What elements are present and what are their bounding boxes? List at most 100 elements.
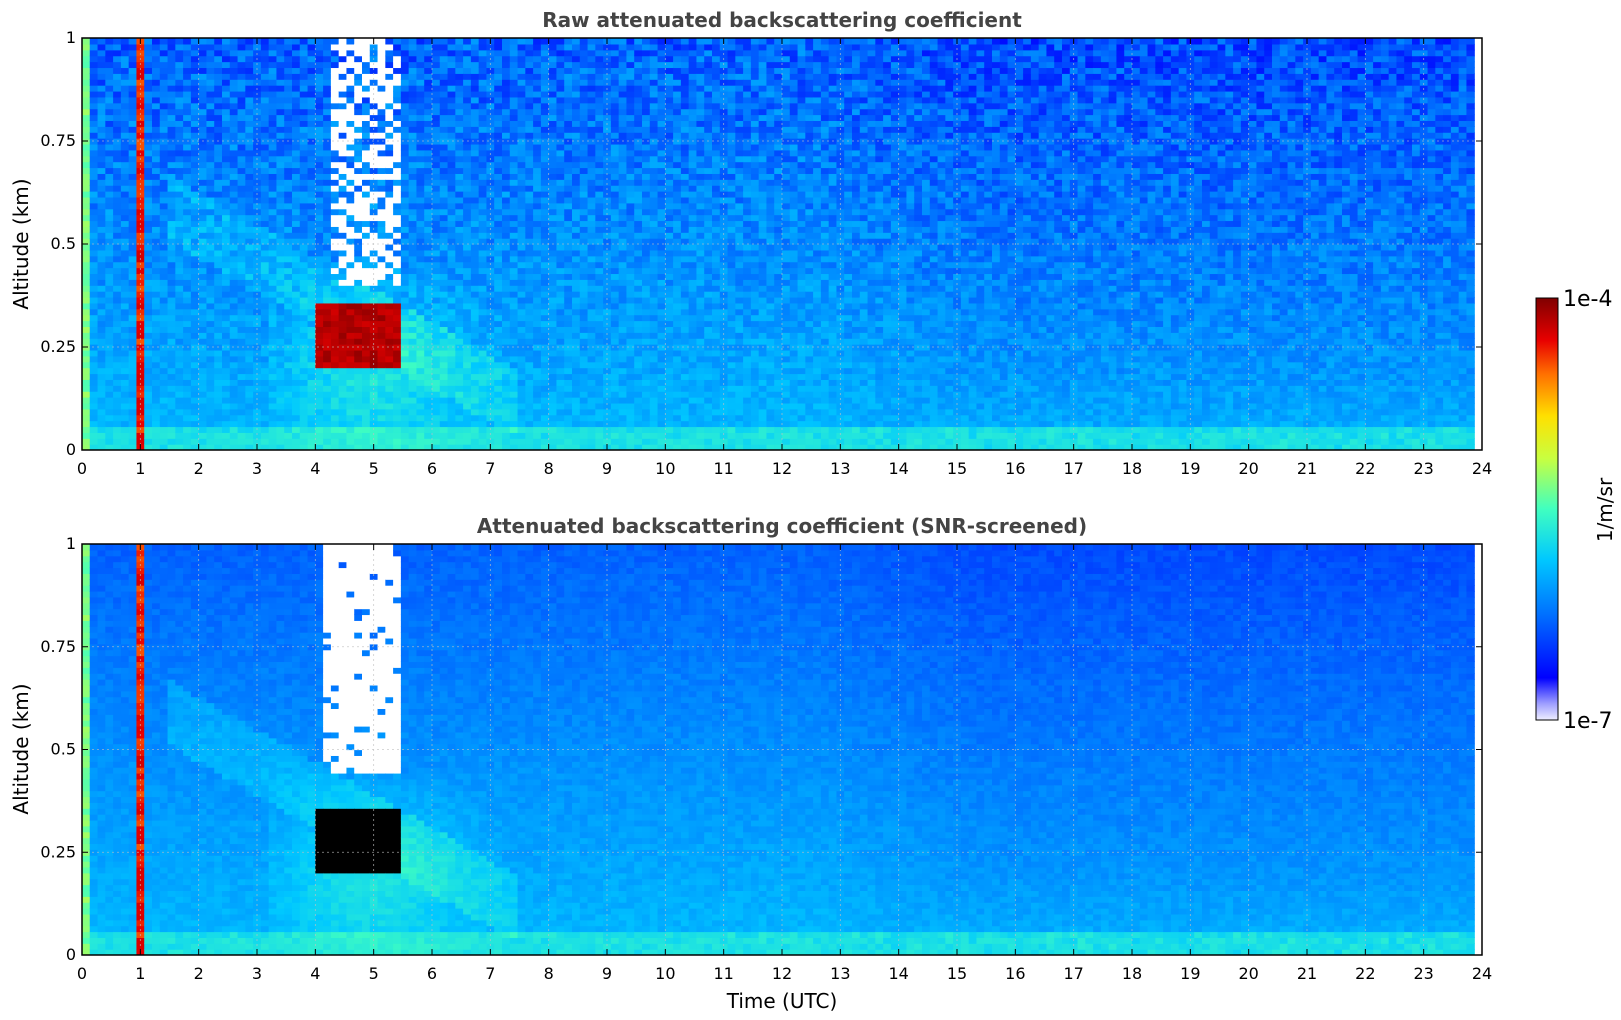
heatmap-cell xyxy=(470,61,480,69)
heatmap-cell xyxy=(408,361,418,369)
heatmap-cell xyxy=(400,296,410,304)
heatmap-cell xyxy=(144,355,153,363)
heatmap-cell xyxy=(393,267,402,275)
heatmap-cell xyxy=(190,120,200,127)
heatmap-cell xyxy=(97,232,106,239)
heatmap-cell xyxy=(525,408,534,416)
heatmap-cell xyxy=(292,402,301,410)
heatmap-cell xyxy=(198,314,208,322)
heatmap-cell xyxy=(82,226,91,233)
heatmap-cell xyxy=(610,167,620,174)
heatmap-cell xyxy=(113,338,122,345)
heatmap-cell xyxy=(276,126,285,133)
heatmap-cell xyxy=(595,414,604,422)
heatmap-cell xyxy=(502,73,511,80)
heatmap-cell xyxy=(354,402,363,410)
heatmap-cell xyxy=(307,367,316,375)
heatmap-cell xyxy=(634,397,643,404)
heatmap-cell xyxy=(260,291,270,298)
heatmap-cell xyxy=(478,120,488,127)
heatmap-cell xyxy=(540,326,550,333)
heatmap-cell xyxy=(618,73,628,80)
heatmap-cell xyxy=(533,432,542,439)
heatmap-cell xyxy=(408,308,418,316)
heatmap-cell xyxy=(330,191,340,198)
heatmap-cell xyxy=(214,85,223,92)
heatmap-cell xyxy=(229,391,239,398)
heatmap-cell xyxy=(299,302,309,310)
heatmap-cell xyxy=(190,220,200,227)
heatmap-cell xyxy=(229,202,239,210)
heatmap-cell xyxy=(229,308,239,316)
heatmap-cell xyxy=(284,185,293,192)
heatmap-cell xyxy=(175,332,184,339)
heatmap-cell xyxy=(470,196,480,204)
heatmap-cell xyxy=(587,320,596,327)
heatmap-cell xyxy=(206,220,215,227)
heatmap-cell xyxy=(159,143,169,151)
heatmap-cell xyxy=(144,314,153,322)
heatmap-cell xyxy=(540,143,550,151)
heatmap-cell xyxy=(587,61,596,69)
heatmap-cell xyxy=(556,138,565,145)
heatmap-cell xyxy=(362,432,371,439)
heatmap-cell xyxy=(486,73,495,80)
heatmap-cell xyxy=(299,67,309,74)
heatmap-cell xyxy=(268,244,278,251)
heatmap-cell xyxy=(237,49,246,57)
heatmap-cell xyxy=(432,138,441,145)
heatmap-cell xyxy=(447,249,456,257)
heatmap-cell xyxy=(315,114,324,121)
heatmap-cell xyxy=(354,126,363,133)
heatmap-cell xyxy=(393,96,402,104)
heatmap-cell xyxy=(292,432,301,439)
heatmap-cell xyxy=(470,79,480,86)
heatmap-cell xyxy=(144,279,153,286)
heatmap-cell xyxy=(292,73,301,80)
heatmap-cell xyxy=(393,196,402,204)
heatmap-cell xyxy=(564,238,573,245)
heatmap-cell xyxy=(260,267,270,275)
heatmap-cell xyxy=(408,238,418,245)
heatmap-cell xyxy=(97,96,106,104)
heatmap-cell xyxy=(486,244,495,251)
heatmap-cell xyxy=(144,397,153,404)
heatmap-cell xyxy=(455,314,464,322)
heatmap-cell xyxy=(323,214,332,222)
heatmap-cell xyxy=(385,114,394,121)
heatmap-cell xyxy=(564,255,573,263)
heatmap-cell xyxy=(603,367,612,375)
heatmap-cell xyxy=(494,191,503,198)
heatmap-cell xyxy=(603,402,612,410)
heatmap-cell xyxy=(533,261,542,269)
heatmap-cell xyxy=(229,355,239,363)
heatmap-cell xyxy=(587,279,596,286)
heatmap-cell xyxy=(307,196,316,204)
heatmap-cell xyxy=(284,67,293,74)
heatmap-cell xyxy=(626,61,635,69)
heatmap-cell xyxy=(315,90,324,98)
heatmap-cell xyxy=(509,38,519,45)
heatmap-cell xyxy=(323,102,332,110)
heatmap-cell xyxy=(525,432,534,439)
heatmap-cell xyxy=(214,385,223,392)
heatmap-cell xyxy=(564,261,573,269)
heatmap-cell xyxy=(144,38,153,45)
heatmap-cell xyxy=(136,114,145,121)
heatmap-cell xyxy=(579,73,589,80)
heatmap-cell xyxy=(97,308,106,316)
heatmap-cell xyxy=(634,308,643,316)
heatmap-cell xyxy=(144,367,153,375)
heatmap-cell xyxy=(292,38,301,45)
heatmap-cell xyxy=(152,149,161,157)
heatmap-cell xyxy=(190,332,200,339)
heatmap-cell xyxy=(206,90,215,98)
heatmap-cell xyxy=(618,244,628,251)
heatmap-cell xyxy=(284,285,293,292)
heatmap-cell xyxy=(618,320,628,327)
heatmap-cell xyxy=(120,102,130,110)
heatmap-cell xyxy=(268,302,278,310)
heatmap-cell xyxy=(190,438,200,445)
heatmap-cell xyxy=(276,385,285,392)
heatmap-cell xyxy=(385,61,394,69)
